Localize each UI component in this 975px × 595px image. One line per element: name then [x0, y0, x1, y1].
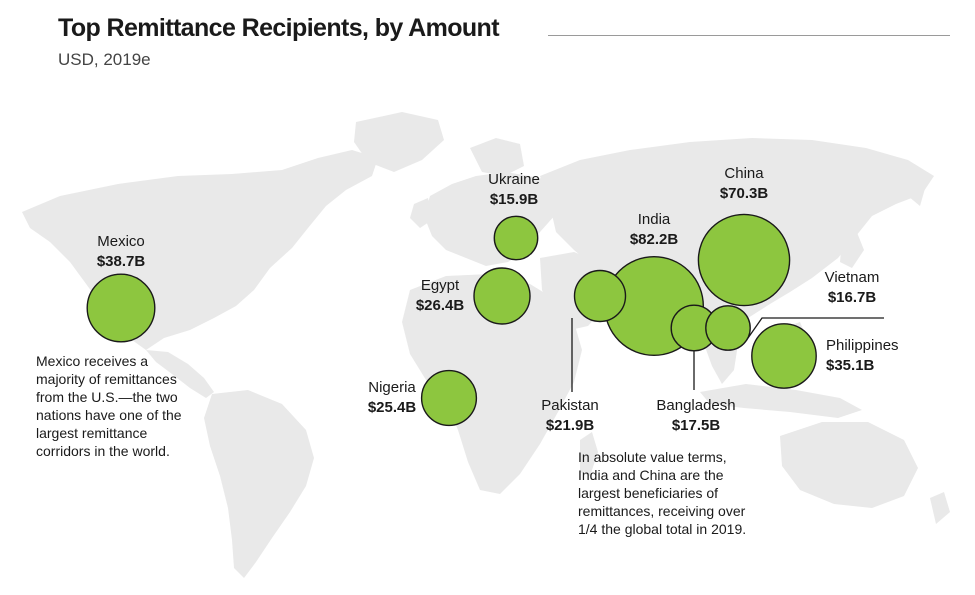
land-kamchatka — [908, 170, 928, 206]
label-nigeria-name: Nigeria — [368, 379, 416, 396]
land-uk — [410, 198, 432, 228]
label-china-value: $70.3B — [720, 185, 769, 202]
land-central-america — [146, 350, 214, 398]
asia-annotation-line: India and China are the — [578, 467, 724, 483]
bubble-mexico — [86, 273, 156, 343]
label-india-name: India — [638, 211, 671, 228]
label-mexico-name: Mexico — [97, 233, 145, 250]
label-ukraine-value: $15.9B — [490, 191, 539, 208]
title-divider — [548, 35, 950, 36]
label-ukraine-name: Ukraine — [488, 171, 540, 188]
land-scandinavia — [470, 138, 524, 176]
mexico-annotation-line: majority of remittances — [36, 371, 177, 387]
label-nigeria-value: $25.4B — [368, 399, 417, 416]
country-labels: Mexico $38.7B Ukraine $15.9B Egypt $26.4B Nige… — [97, 165, 899, 434]
mexico-annotation-line: largest remittance — [36, 425, 148, 441]
label-bangladesh-name: Bangladesh — [656, 397, 735, 414]
land-japan — [840, 230, 864, 268]
mexico-annotation: Mexico receives a majority of remittances… — [36, 352, 182, 460]
asia-annotation-line: 1/4 the global total in 2019. — [578, 521, 747, 537]
leader-line-vietnam — [747, 317, 884, 339]
land-north-america — [22, 150, 378, 350]
label-philippines-value: $35.1B — [826, 357, 875, 374]
mexico-annotation-line: from the U.S.—the two — [36, 389, 178, 405]
bubble-pakistan — [573, 269, 627, 323]
label-china-name: China — [724, 165, 764, 182]
bubble-nigeria — [420, 369, 478, 427]
land-greenland — [354, 112, 444, 172]
mexico-annotation-line: corridors in the world. — [36, 443, 170, 459]
land-madagascar — [580, 432, 598, 476]
label-egypt-name: Egypt — [421, 277, 460, 294]
page-subtitle: USD, 2019e — [58, 50, 151, 69]
land-africa — [402, 274, 582, 494]
bubble-vietnam — [705, 305, 751, 351]
land-australia — [780, 422, 918, 508]
bubble-ukraine — [493, 215, 539, 261]
label-vietnam-value: $16.7B — [828, 289, 877, 306]
land-south-america — [204, 390, 314, 578]
leader-lines — [571, 317, 884, 392]
bubble-philippines — [751, 323, 817, 389]
label-vietnam-name: Vietnam — [825, 269, 880, 286]
bubble-series — [86, 213, 817, 427]
bubble-egypt — [473, 267, 531, 325]
label-pakistan-value: $21.9B — [546, 417, 595, 434]
asia-annotation-line: remittances, receiving over — [578, 503, 746, 519]
asia-annotation-line: largest beneficiaries of — [578, 485, 719, 501]
label-egypt-value: $26.4B — [416, 297, 465, 314]
label-pakistan-name: Pakistan — [541, 397, 599, 414]
bubble-china — [697, 213, 791, 307]
land-indonesia — [700, 384, 862, 418]
label-bangladesh-value: $17.5B — [672, 417, 721, 434]
mexico-annotation-line: Mexico receives a — [36, 353, 149, 369]
mexico-annotation-line: nations have one of the — [36, 407, 182, 423]
asia-annotation: In absolute value terms, India and China … — [578, 448, 746, 538]
label-mexico-value: $38.7B — [97, 253, 146, 270]
page-title: Top Remittance Recipients, by Amount — [58, 14, 500, 42]
label-philippines-name: Philippines — [826, 337, 899, 354]
asia-annotation-line: In absolute value terms, — [578, 449, 727, 465]
land-new-zealand — [930, 492, 950, 524]
label-india-value: $82.2B — [630, 231, 679, 248]
